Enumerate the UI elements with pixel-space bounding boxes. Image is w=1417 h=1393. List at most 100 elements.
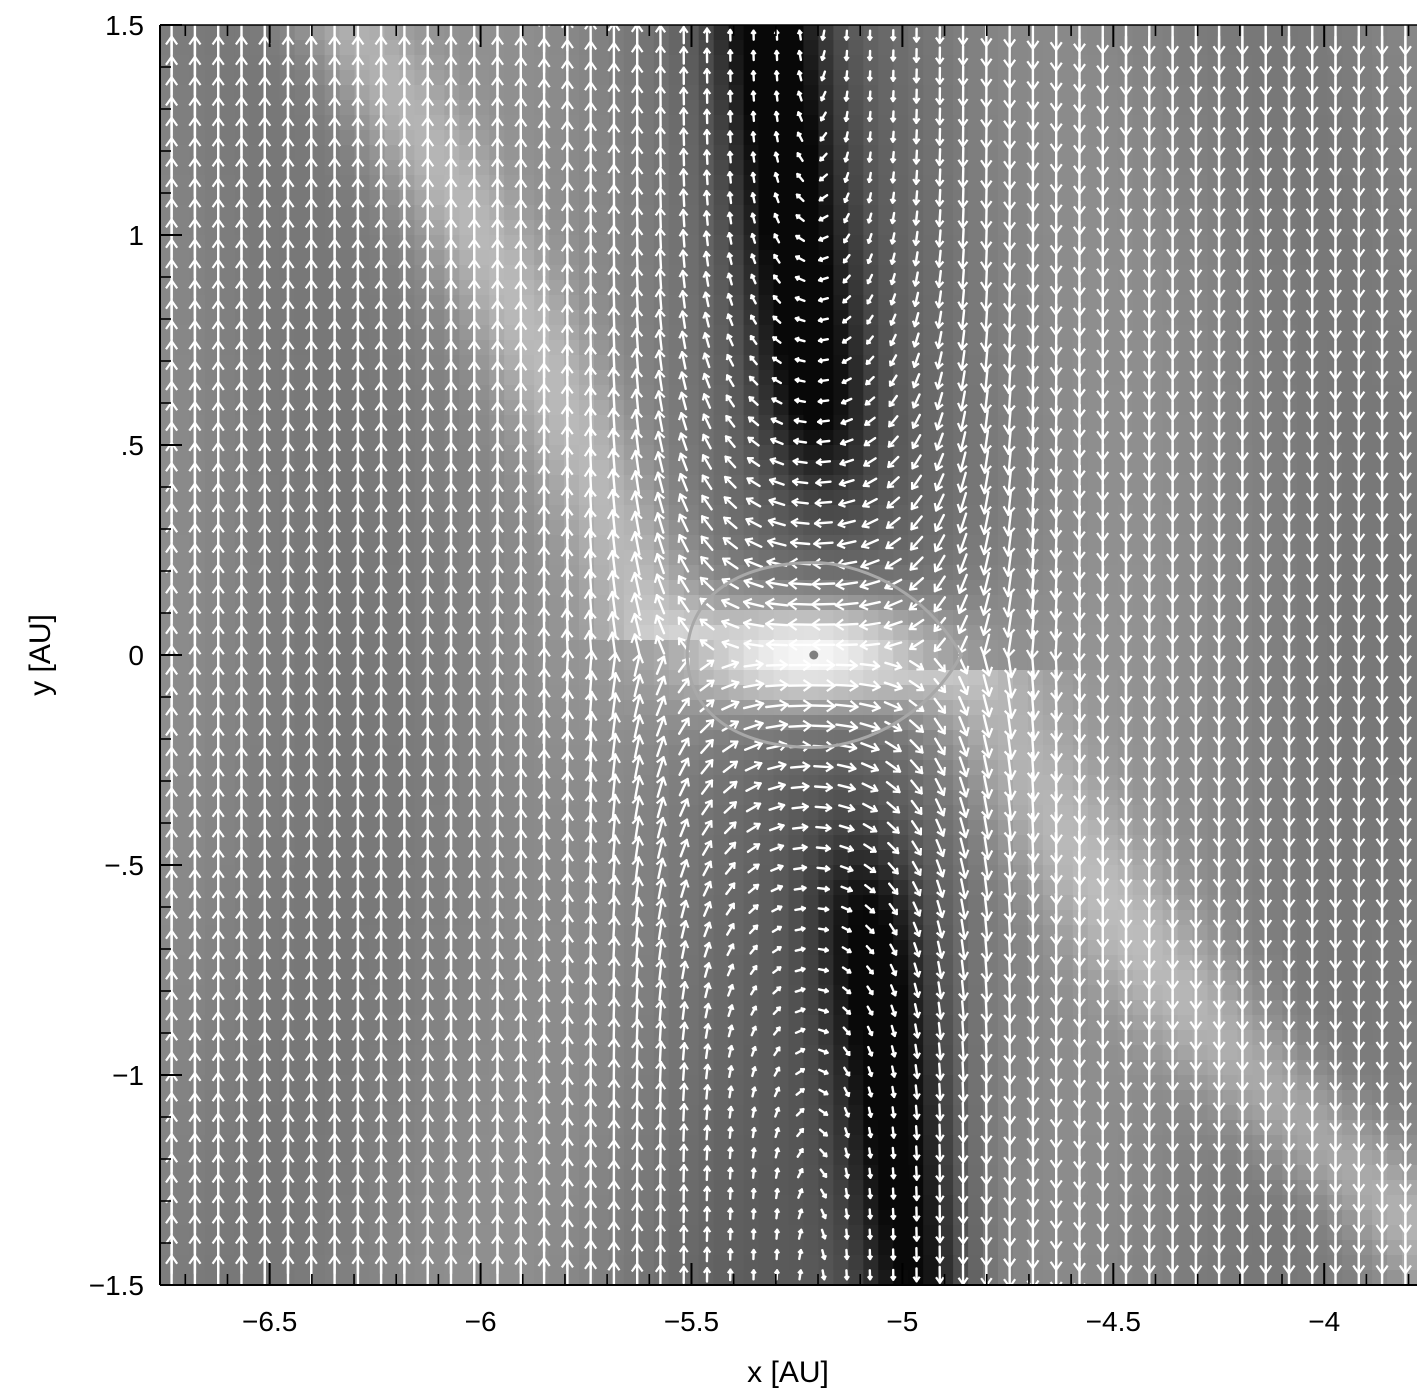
heat-cell xyxy=(1087,235,1104,251)
heat-cell xyxy=(758,295,775,311)
heat-cell xyxy=(1222,700,1239,716)
heat-cell xyxy=(1312,55,1328,71)
heat-cell xyxy=(264,265,281,281)
heat-cell xyxy=(848,460,864,476)
heat-cell xyxy=(384,175,401,191)
heat-cell xyxy=(474,130,490,146)
heat-cell xyxy=(683,265,700,281)
heat-cell xyxy=(968,100,984,116)
heat-cell xyxy=(204,145,221,161)
heat-cell xyxy=(384,655,401,671)
heat-cell xyxy=(1012,775,1029,791)
heat-cell xyxy=(399,85,415,101)
heat-cell xyxy=(1207,520,1224,536)
heat-cell xyxy=(1177,205,1194,221)
heat-cell xyxy=(160,490,176,506)
heat-cell xyxy=(683,85,700,101)
heat-cell xyxy=(384,805,401,821)
heat-cell xyxy=(833,160,849,176)
heat-cell xyxy=(608,415,625,431)
heat-cell xyxy=(788,655,805,671)
heat-cell xyxy=(1342,730,1358,746)
heat-cell xyxy=(998,250,1014,266)
heat-cell xyxy=(968,325,984,341)
heat-cell xyxy=(339,475,356,491)
heat-cell xyxy=(803,235,820,251)
heat-cell xyxy=(309,115,326,131)
heat-cell xyxy=(249,415,266,431)
heat-cell xyxy=(189,625,206,641)
heat-cell xyxy=(593,370,610,386)
heat-cell xyxy=(593,130,610,146)
heat-cell xyxy=(294,775,311,791)
heat-cell xyxy=(1087,400,1104,416)
heat-cell xyxy=(608,880,625,896)
heat-cell xyxy=(1132,460,1149,476)
heat-cell xyxy=(698,445,715,461)
heat-cell xyxy=(1027,310,1044,326)
heat-cell xyxy=(878,115,894,131)
heat-cell xyxy=(189,550,206,566)
heat-cell xyxy=(923,25,939,41)
heat-cell xyxy=(219,430,236,446)
heat-cell xyxy=(1222,70,1239,86)
heat-cell xyxy=(534,430,550,446)
heat-cell xyxy=(579,190,595,206)
heat-cell xyxy=(608,355,625,371)
heat-cell xyxy=(474,835,490,851)
heat-cell xyxy=(1177,835,1194,851)
heat-cell xyxy=(968,715,984,731)
heat-cell xyxy=(968,340,984,356)
heat-cell xyxy=(219,580,236,596)
heat-cell xyxy=(1027,40,1044,56)
heat-cell xyxy=(923,490,939,506)
heat-cell xyxy=(459,775,475,791)
heat-cell xyxy=(1147,145,1164,161)
heat-cell xyxy=(339,760,356,776)
heat-cell xyxy=(174,850,191,866)
heat-cell xyxy=(534,880,550,896)
heat-cell xyxy=(249,385,266,401)
heat-cell xyxy=(1177,895,1194,911)
heat-cell xyxy=(1267,640,1283,656)
heat-cell xyxy=(1102,55,1119,71)
heat-cell xyxy=(848,115,864,131)
heat-cell xyxy=(1312,310,1328,326)
heat-cell xyxy=(1312,385,1328,401)
heat-cell xyxy=(1012,430,1029,446)
heat-cell xyxy=(1297,70,1313,86)
heat-cell xyxy=(339,430,356,446)
heat-cell xyxy=(758,145,775,161)
heat-cell xyxy=(1252,115,1268,131)
heat-cell xyxy=(833,40,849,56)
heat-cell xyxy=(848,280,864,296)
heat-cell xyxy=(519,115,535,131)
heat-cell xyxy=(1177,865,1194,881)
heat-cell xyxy=(1012,715,1029,731)
heat-cell xyxy=(1132,235,1149,251)
heat-cell xyxy=(1087,385,1104,401)
heat-cell xyxy=(504,595,520,611)
heat-cell xyxy=(1222,325,1239,341)
heat-cell xyxy=(833,610,849,626)
heat-cell xyxy=(339,190,356,206)
heat-cell xyxy=(219,145,236,161)
heat-cell xyxy=(668,295,685,311)
heat-cell xyxy=(339,25,356,41)
heat-cell xyxy=(1012,835,1029,851)
heat-cell xyxy=(339,805,356,821)
heat-cell xyxy=(1087,805,1104,821)
heat-cell xyxy=(1162,400,1179,416)
heat-cell xyxy=(1132,85,1149,101)
heat-cell xyxy=(1387,55,1403,71)
heat-cell xyxy=(923,205,939,221)
heat-cell xyxy=(638,520,655,536)
heat-cell xyxy=(1087,460,1104,476)
heat-cell xyxy=(474,670,490,686)
heat-cell xyxy=(1372,160,1388,176)
heat-cell xyxy=(593,730,610,746)
heat-cell xyxy=(923,145,939,161)
heat-cell xyxy=(1387,115,1403,131)
heat-cell xyxy=(593,445,610,461)
heat-cell xyxy=(818,100,834,116)
